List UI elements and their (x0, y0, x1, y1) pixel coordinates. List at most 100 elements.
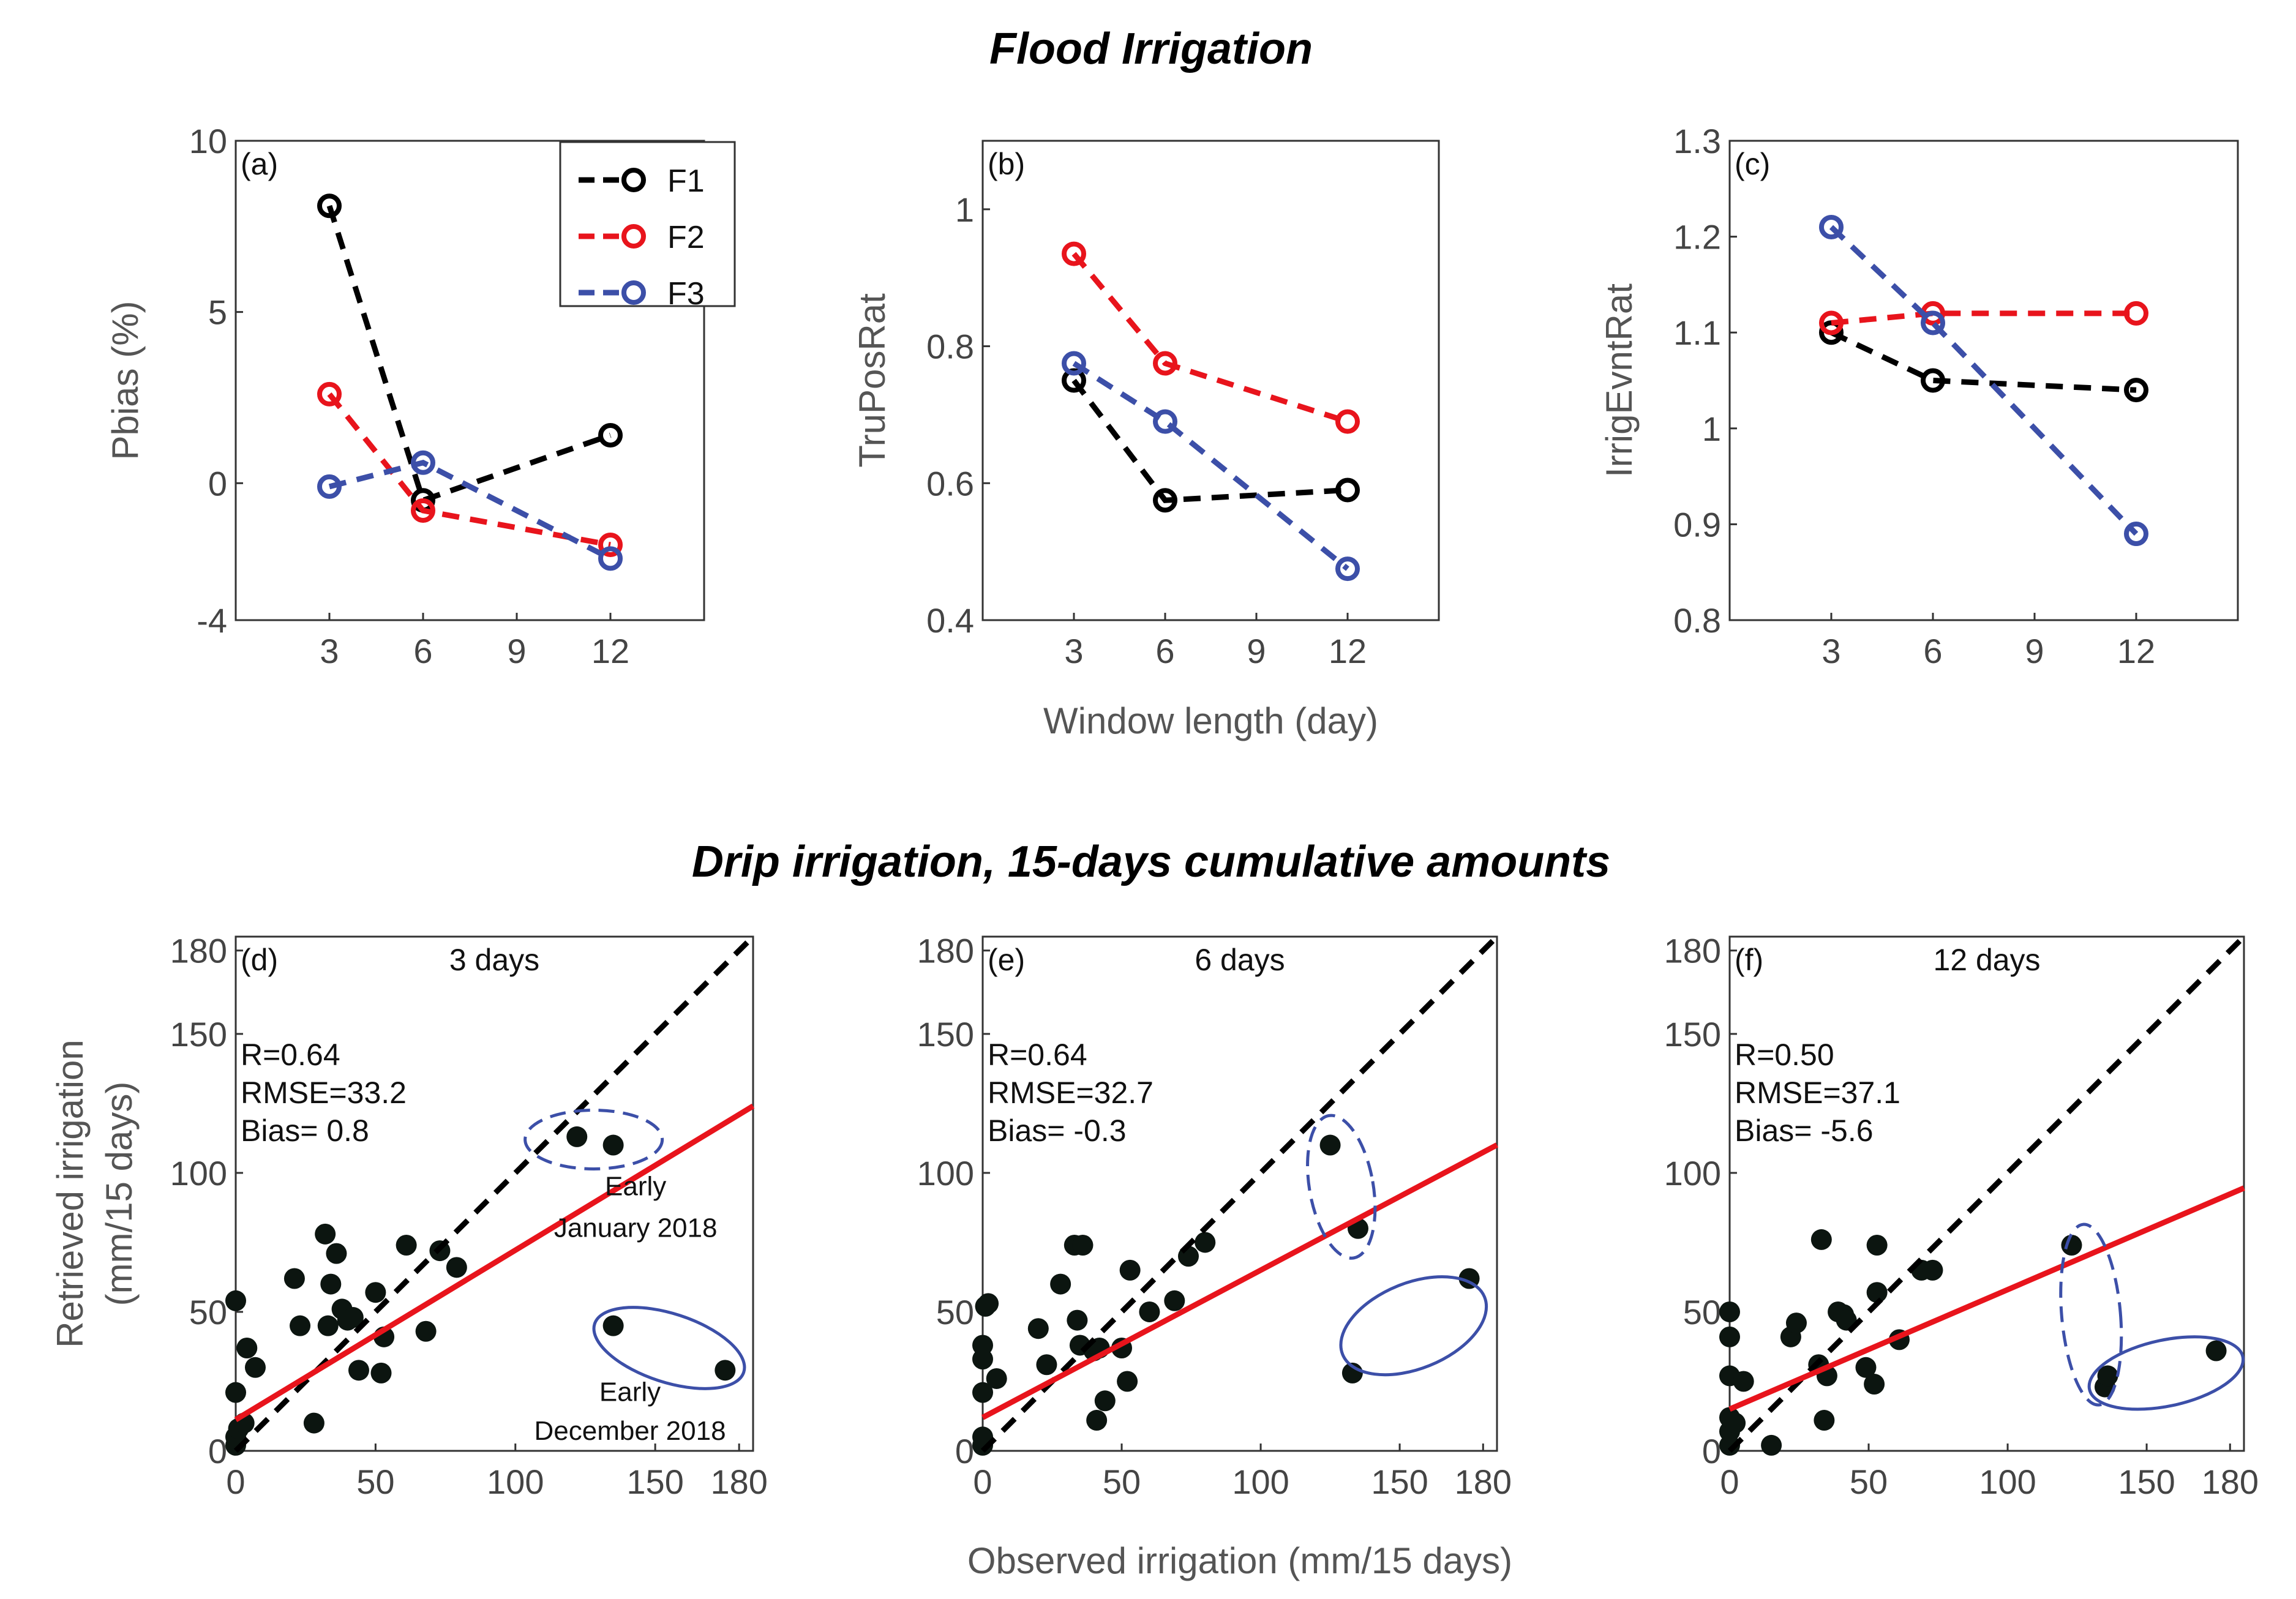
x-tick-label: 9 (1247, 632, 1266, 670)
legend-marker-F2 (621, 224, 646, 249)
plot-frame (1728, 935, 2245, 1452)
annotation-early-jan: Early (605, 1171, 666, 1201)
x-tick-label: 150 (1371, 1462, 1428, 1501)
y-tick-label: 100 (1664, 1154, 1721, 1193)
series-marker-F2 (1335, 409, 1360, 434)
x-tick-label: 50 (356, 1462, 394, 1501)
data-point (303, 1412, 325, 1434)
series-marker-F3 (598, 546, 623, 571)
panel-label: (c) (1735, 147, 1770, 181)
regression-line (981, 1142, 1499, 1420)
scatter-panel-4: 0 50 100 150 180 0 50 100 150 180 (e) 6 days R=0.64 R… (917, 932, 1513, 1581)
stat-r: R=0.50 (1735, 1038, 1834, 1072)
series-marker-F3 (2124, 522, 2148, 547)
y-axis-label: TruPosRat (852, 293, 893, 468)
series-marker-F3 (1921, 310, 1945, 335)
y-tick-label: 0.4 (926, 601, 974, 640)
series-marker-F2 (598, 532, 623, 557)
stat-rmse: RMSE=32.7 (988, 1076, 1154, 1110)
series-marker-F3 (1335, 556, 1360, 582)
x-tick-label: 3 (1821, 632, 1840, 670)
one-to-one-line (1727, 934, 2246, 1453)
x-tick-label: 50 (1103, 1462, 1141, 1501)
series-marker-F1 (1921, 368, 1945, 393)
y-tick-label: 180 (170, 932, 227, 970)
y-tick-label: -4 (197, 601, 227, 640)
y-tick-label: 100 (170, 1154, 227, 1193)
series-line-F3 (1829, 225, 2139, 536)
data-point (1761, 1434, 1782, 1456)
y-axis-label: Retrieved irrigation (50, 1039, 91, 1348)
series-line-F2 (1831, 310, 2136, 326)
data-point (1922, 1259, 1943, 1281)
data-point (602, 1134, 624, 1156)
data-point (225, 1290, 246, 1311)
highlight-ellipse-dashed (523, 1108, 664, 1170)
x-tick-label: 150 (2118, 1462, 2175, 1501)
data-point (326, 1243, 347, 1264)
series-marker-F1 (1153, 488, 1177, 513)
stat-bias: Bias= 0.8 (241, 1114, 369, 1148)
plot-frame (234, 935, 754, 1452)
x-tick-label: 180 (1455, 1462, 1512, 1501)
y-tick-label: 150 (170, 1015, 227, 1054)
data-point (1814, 1410, 1835, 1431)
data-point (1866, 1235, 1888, 1256)
data-point (396, 1235, 417, 1256)
panel-subtitle: 3 days (449, 943, 539, 977)
series-marker-F1 (598, 422, 623, 447)
line-panel-2: 3 6 9 12 1.3 1.2 1.1 1 0.9 0.8 (c) IrrigEvntRat (1599, 122, 2239, 670)
data-point (317, 1315, 339, 1336)
x-axis-label: Window length (day) (1043, 700, 1378, 741)
series-marker-F3 (317, 474, 342, 499)
data-point (1139, 1301, 1160, 1322)
data-point (2097, 1365, 2118, 1387)
data-point (1086, 1410, 1108, 1431)
series-marker-F3 (1062, 351, 1086, 376)
annotation-early-dec: Early (599, 1377, 661, 1407)
panel-label: (a) (241, 147, 278, 181)
x-tick-label: 12 (591, 632, 629, 670)
x-tick-label: 100 (1232, 1462, 1289, 1501)
data-point (1195, 1232, 1216, 1253)
x-tick-label: 0 (973, 1462, 992, 1501)
data-point (1067, 1309, 1088, 1331)
line-panel-0: 3 6 9 12 10 5 0 -4 (a) Pbias (%) F1 F2 F3 (105, 122, 736, 670)
data-point (1810, 1229, 1832, 1250)
x-tick-label: 100 (1979, 1462, 2036, 1501)
one-to-one-line (980, 934, 1499, 1453)
y-axis-label: Pbias (%) (105, 301, 146, 460)
data-point (1719, 1301, 1740, 1322)
legend-label-F1: F1 (667, 163, 705, 199)
annotation-dec-2018: December 2018 (534, 1416, 726, 1446)
stat-bias: Bias= -0.3 (988, 1114, 1127, 1148)
x-tick-label: 9 (507, 632, 526, 670)
y-tick-label: 0 (955, 1432, 974, 1470)
series-marker-F2 (317, 381, 342, 406)
data-point (225, 1382, 246, 1403)
series-marker-F2 (1153, 351, 1177, 376)
y-tick-label: 5 (208, 293, 227, 332)
x-tick-label: 6 (1155, 632, 1174, 670)
y-tick-label: 180 (917, 932, 974, 970)
data-point (1864, 1374, 1885, 1395)
x-tick-label: 6 (1923, 632, 1942, 670)
stat-r: R=0.64 (988, 1038, 1087, 1072)
series-marker-F2 (1062, 241, 1086, 266)
series-marker-F1 (317, 193, 342, 219)
y-tick-label: 1.3 (1673, 122, 1721, 160)
data-point (986, 1368, 1007, 1389)
y-axis-label: IrrigEvntRat (1599, 283, 1640, 477)
series-marker-F1 (2124, 378, 2148, 403)
data-point (348, 1360, 369, 1381)
series-marker-F2 (411, 498, 435, 523)
x-tick-label: 12 (1329, 632, 1367, 670)
y-tick-label: 150 (917, 1015, 974, 1054)
flood-section-title: Flood Irrigation (989, 24, 1313, 73)
data-point (2061, 1235, 2082, 1256)
plot-frame (981, 935, 1498, 1452)
y-tick-label: 0 (1702, 1432, 1721, 1470)
data-point (566, 1126, 588, 1147)
y-tick-label: 10 (189, 122, 227, 160)
data-point (1319, 1134, 1341, 1156)
